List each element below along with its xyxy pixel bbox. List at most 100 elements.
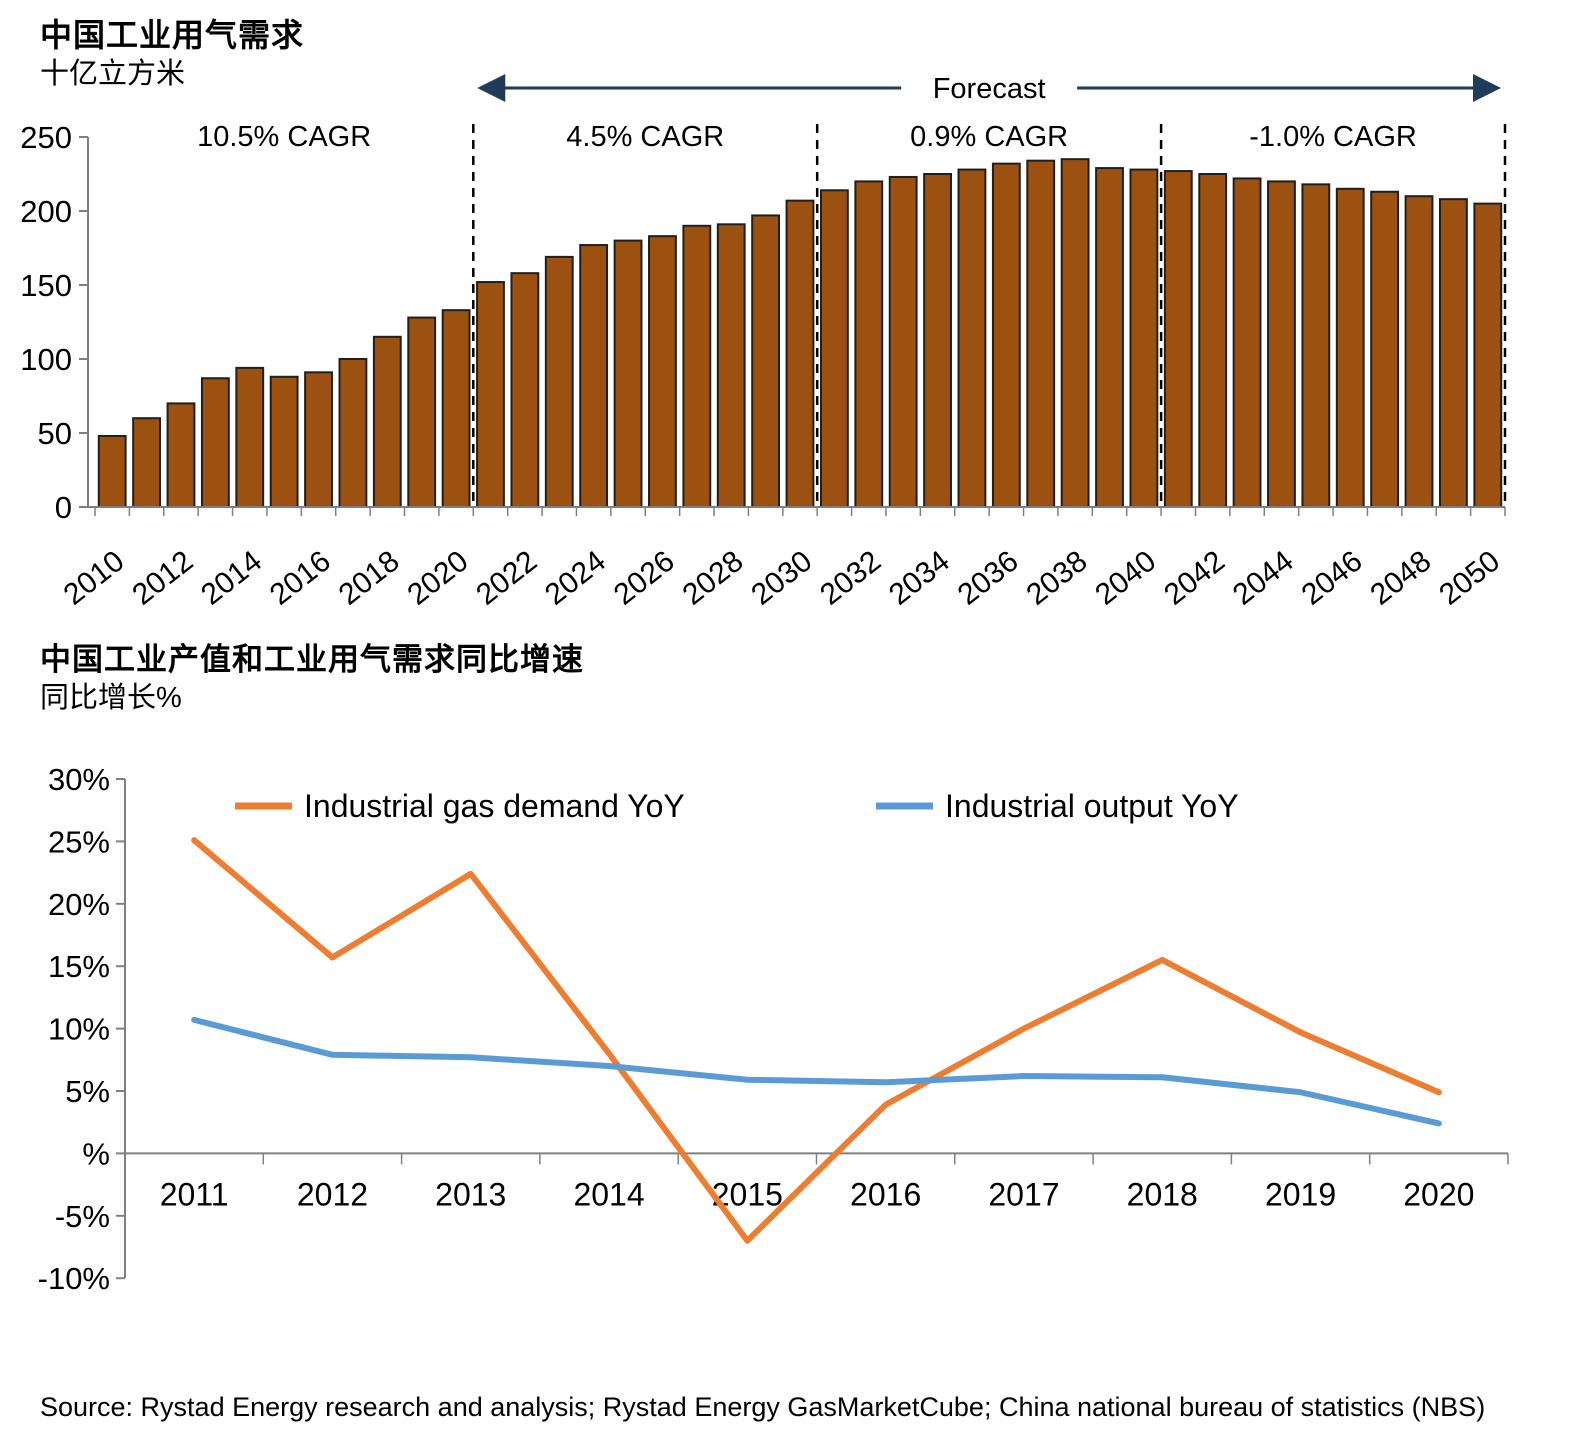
y-tick-label: 200 — [20, 194, 72, 229]
bar-chart-unit: 十亿立方米 — [40, 58, 186, 90]
bar-2048 — [1404, 195, 1434, 508]
x-tick-label: 2010 — [58, 545, 131, 612]
bar-2025 — [613, 239, 643, 508]
bar-2029 — [751, 214, 781, 508]
y-tick-label: 0 — [55, 490, 72, 525]
bar-2015 — [269, 375, 299, 509]
cagr-label: -1.0% CAGR — [1249, 121, 1417, 153]
x-tick-label: 2018 — [333, 545, 406, 612]
bar-2017 — [338, 358, 368, 508]
x-tick-label: 2034 — [883, 545, 956, 612]
y-tick-label: 250 — [20, 120, 72, 155]
x-tick-label: 2040 — [1089, 545, 1162, 612]
forecast-label: Forecast — [933, 73, 1046, 105]
year-label: 2018 — [1127, 1176, 1198, 1212]
bar-2016 — [304, 371, 333, 508]
x-tick-label: 2028 — [677, 545, 750, 612]
y-tick-label: 20% — [48, 887, 110, 922]
y-tick-label: 100 — [20, 342, 72, 377]
x-tick-label: 2024 — [539, 545, 612, 612]
year-label: 2013 — [435, 1176, 506, 1212]
x-tick-label: 2014 — [195, 545, 268, 612]
bar-2018 — [372, 335, 402, 508]
forecast-arrow-head-left — [477, 74, 506, 102]
line-chart-unit: 同比增长% — [40, 682, 182, 714]
cagr-label: 10.5% CAGR — [197, 121, 371, 153]
year-label: 2020 — [1403, 1176, 1474, 1212]
x-tick-label: 2048 — [1364, 545, 1437, 612]
x-tick-label: 2042 — [1158, 545, 1231, 612]
bar-2040 — [1129, 168, 1159, 508]
year-label: 2019 — [1265, 1176, 1336, 1212]
bar-2038 — [1060, 158, 1090, 508]
year-label: 2014 — [573, 1176, 644, 1212]
cagr-label: 4.5% CAGR — [566, 121, 724, 153]
series-industrial-output-yoy — [191, 1016, 1442, 1127]
bar-2043 — [1232, 177, 1262, 508]
bar-2030 — [785, 199, 815, 508]
x-tick-label: 2038 — [1021, 545, 1094, 612]
bar-2027 — [682, 224, 712, 509]
x-tick-label: 2046 — [1296, 545, 1369, 612]
y-tick-label: 25% — [48, 824, 110, 859]
bar-2037 — [1026, 159, 1056, 509]
bar-2014 — [235, 366, 265, 508]
y-tick-label: % — [82, 1136, 110, 1171]
bar-2042 — [1198, 173, 1228, 508]
bar-2011 — [132, 417, 161, 509]
x-tick-label: 2020 — [401, 545, 474, 612]
bar-chart: Forecast05010015020025020102012201420162… — [20, 70, 1507, 612]
x-tick-label: 2030 — [745, 545, 818, 612]
legend-label: Industrial gas demand YoY — [304, 788, 685, 824]
bar-2010 — [97, 434, 127, 508]
bar-2032 — [854, 180, 884, 509]
y-tick-label: 50 — [38, 416, 72, 451]
bar-2046 — [1335, 187, 1365, 509]
forecast-arrow-head-right — [1473, 74, 1501, 102]
line-chart: 30% 25% 20% 15% 10% 5%% -5% -10% 2011 2012 2013 201… — [38, 762, 1509, 1296]
x-tick-label: 2012 — [126, 545, 199, 612]
bar-2022 — [510, 272, 540, 508]
bar-2019 — [407, 316, 437, 508]
bar-2028 — [716, 223, 746, 508]
bar-2049 — [1439, 198, 1468, 508]
forecast-label-bg — [901, 70, 1078, 106]
year-label: 2016 — [850, 1176, 921, 1212]
x-tick-label: 2016 — [264, 545, 337, 612]
line-chart-title: 中国工业产值和工业用气需求同比增速 — [40, 642, 584, 677]
bar-2045 — [1301, 183, 1331, 509]
bar-2021 — [476, 281, 505, 508]
bar-2034 — [923, 173, 952, 508]
bar-2023 — [544, 255, 574, 508]
series-industrial-gas-demand-yoy — [191, 837, 1442, 1244]
y-tick-label: 5% — [65, 1074, 110, 1109]
y-tick-label: 150 — [20, 268, 72, 303]
y-tick-label: 30% — [48, 762, 110, 797]
x-tick-label: 2044 — [1227, 545, 1300, 612]
y-tick-label: -5% — [55, 1199, 110, 1234]
x-tick-label: 2026 — [608, 545, 681, 612]
year-label: 2012 — [297, 1176, 368, 1212]
bar-2020 — [441, 309, 471, 508]
bar-2013 — [200, 377, 230, 508]
x-tick-label: 2032 — [814, 545, 887, 612]
bar-2050 — [1473, 202, 1503, 508]
bar-2031 — [819, 189, 849, 508]
bar-2044 — [1267, 180, 1296, 509]
y-tick-label: -10% — [38, 1261, 110, 1296]
bar-chart-title: 中国工业用气需求 — [40, 17, 305, 53]
x-tick-label: 2050 — [1433, 545, 1506, 612]
year-label: 2011 — [160, 1176, 229, 1212]
cagr-label: 0.9% CAGR — [910, 121, 1068, 153]
legend-label: Industrial output YoY — [945, 788, 1239, 824]
bar-2026 — [648, 235, 677, 508]
bar-2039 — [1095, 167, 1124, 509]
source-note: Source: Rystad Energy research and analy… — [40, 1392, 1486, 1422]
y-tick-label: 10% — [48, 1012, 110, 1047]
bar-2012 — [166, 402, 196, 508]
bar-2033 — [888, 175, 918, 509]
bar-2024 — [579, 244, 609, 508]
x-tick-label: 2022 — [470, 545, 543, 612]
y-tick-label: 15% — [48, 949, 110, 984]
